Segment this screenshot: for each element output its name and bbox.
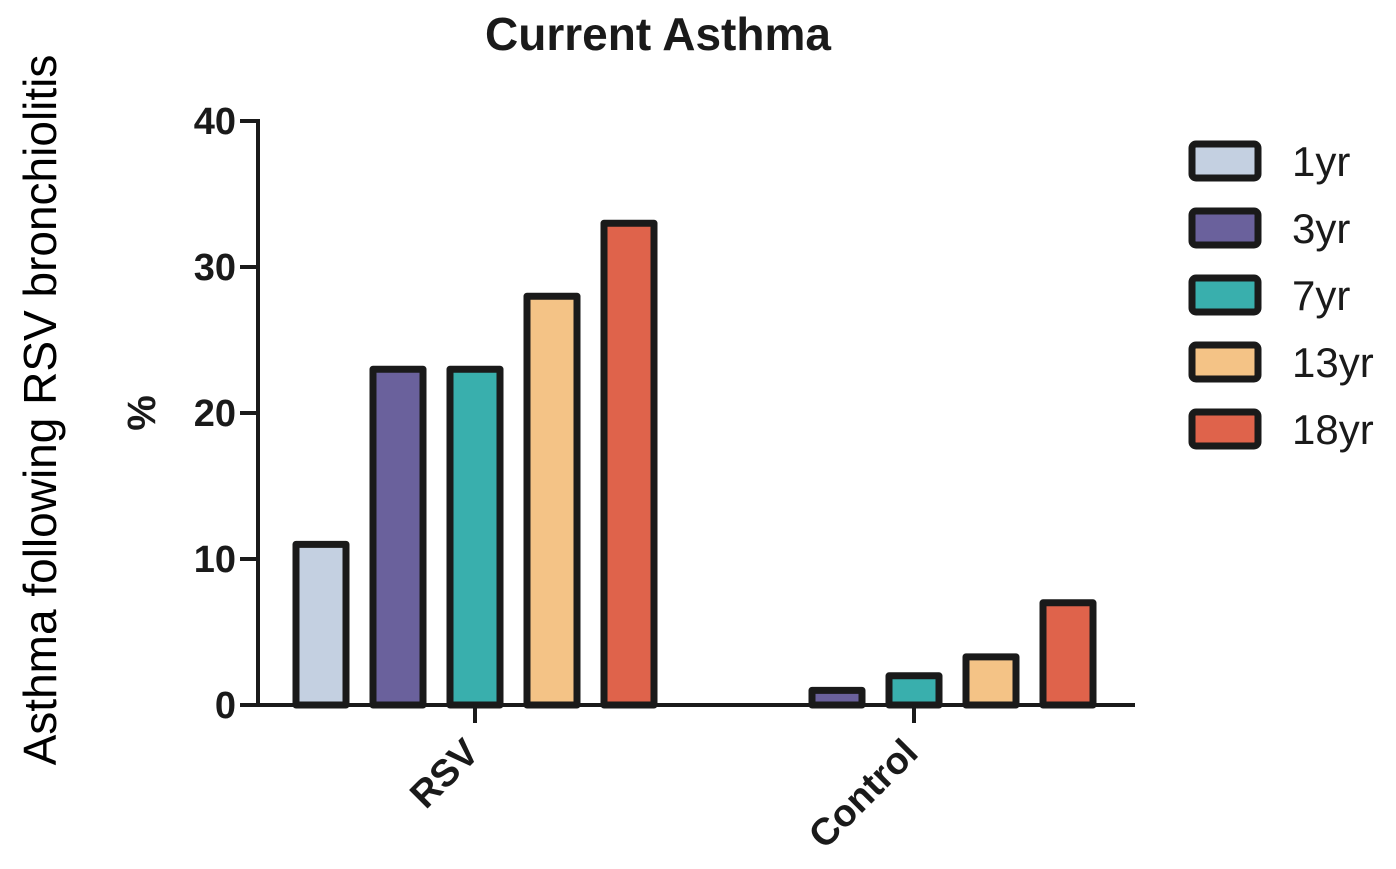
y-tick-label-40: 40 xyxy=(194,101,236,143)
legend-swatch-18yr xyxy=(1188,408,1262,450)
bar-rsv-3yr xyxy=(369,365,427,709)
legend-label-3yr: 3yr xyxy=(1292,205,1350,252)
y-tick-label-0: 0 xyxy=(215,685,236,727)
x-tick-label-rsv: RSV xyxy=(402,731,487,816)
legend-label-18yr: 18yr xyxy=(1292,406,1374,453)
bar-rsv-1yr xyxy=(292,540,350,709)
y-tick-label-10: 10 xyxy=(194,539,236,581)
bar-control-13yr xyxy=(962,653,1020,709)
x-tick-label-control: Control xyxy=(801,732,926,857)
bar-control-7yr xyxy=(885,672,943,709)
legend: 1yr 3yr 7yr 13yr 18yr xyxy=(1188,138,1374,453)
bar-rsv-13yr xyxy=(523,292,581,709)
legend-swatch-7yr xyxy=(1188,274,1262,316)
legend-label-13yr: 13yr xyxy=(1292,339,1374,386)
plot-area: 0 10 20 30 40 RSV Control xyxy=(194,101,1135,857)
bar-rsv-18yr xyxy=(600,219,658,709)
bar-control-3yr xyxy=(808,686,866,709)
chart-title: Current Asthma xyxy=(485,8,831,60)
legend-swatch-1yr xyxy=(1188,140,1262,182)
y-tick-label-20: 20 xyxy=(194,393,236,435)
legend-swatch-13yr xyxy=(1188,341,1262,383)
legend-label-1yr: 1yr xyxy=(1292,138,1350,185)
bar-control-18yr xyxy=(1039,599,1097,709)
side-label: Asthma following RSV bronchiolitis xyxy=(14,55,66,766)
legend-label-7yr: 7yr xyxy=(1292,272,1350,319)
legend-swatch-3yr xyxy=(1188,207,1262,249)
y-axis-label: % xyxy=(120,395,164,431)
y-tick-label-30: 30 xyxy=(194,247,236,289)
bar-rsv-7yr xyxy=(446,365,504,709)
